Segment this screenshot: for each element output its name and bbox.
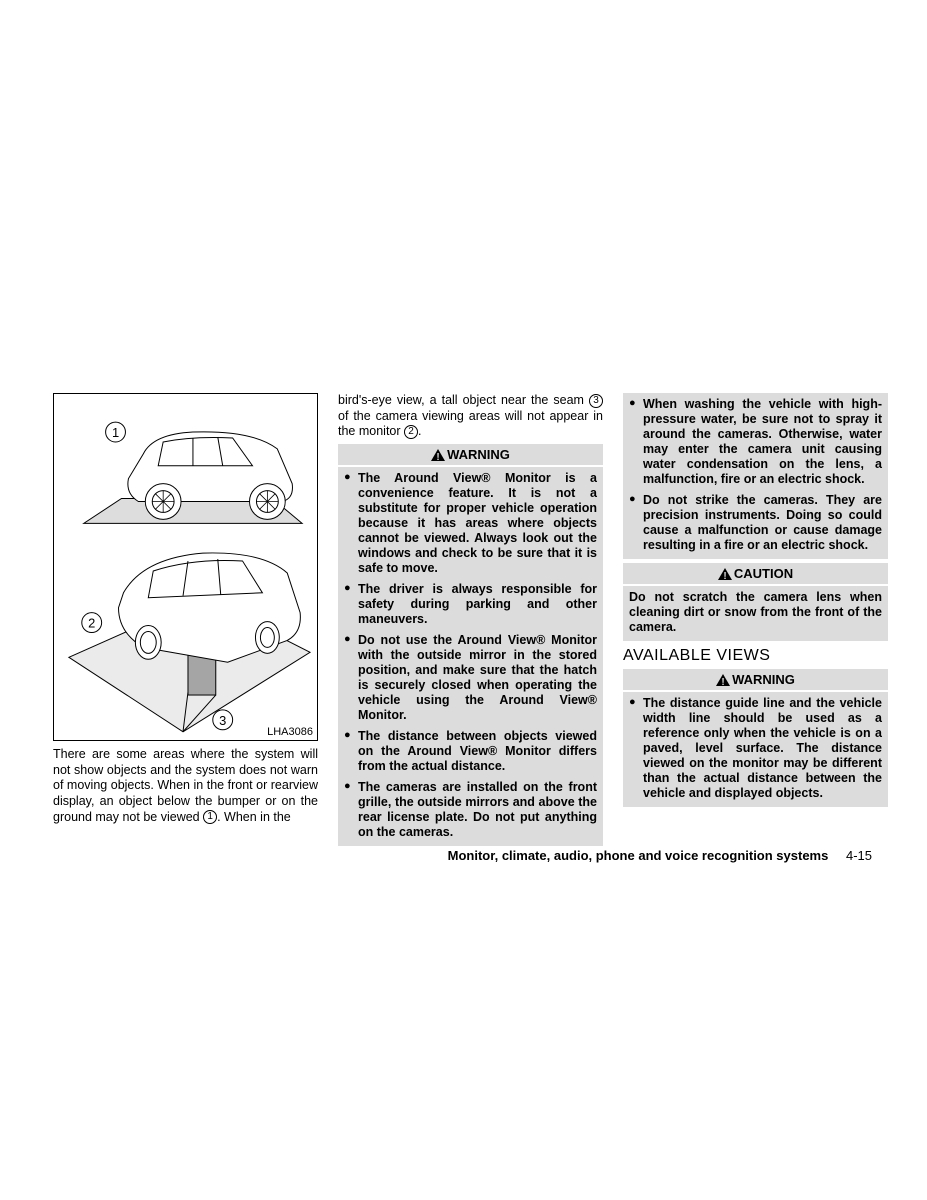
page-body: 1 — [53, 393, 901, 846]
warning-item: The distance guide line and the vehicle … — [629, 696, 882, 801]
caution-text: Do not scratch the camera lens when clea… — [623, 586, 888, 641]
warning-item: Do not strike the cameras. They are prec… — [629, 493, 882, 553]
caution-label: CAUTION — [734, 566, 793, 581]
warning-list-col3-bottom: The distance guide line and the vehicle … — [623, 692, 888, 807]
svg-text:3: 3 — [219, 713, 226, 728]
figure-label: LHA3086 — [267, 726, 313, 738]
footer-section-title: Monitor, climate, audio, phone and voice… — [448, 848, 829, 863]
warning-item: The distance between objects viewed on t… — [344, 729, 597, 774]
caution-header: ! CAUTION — [623, 563, 888, 586]
warning-triangle-icon: ! — [716, 674, 730, 686]
warning-label: WARNING — [447, 447, 510, 462]
footer-page-number: 4-15 — [846, 848, 872, 863]
warning-label: WARNING — [732, 672, 795, 687]
svg-text:!: ! — [436, 452, 439, 461]
circled-ref-2: 2 — [404, 425, 418, 439]
section-heading: AVAILABLE VIEWS — [623, 647, 888, 665]
warning-triangle-icon: ! — [431, 449, 445, 461]
column-2: bird's-eye view, a tall object near the … — [338, 393, 603, 846]
warning-triangle-icon: ! — [718, 568, 732, 580]
svg-text:2: 2 — [88, 616, 95, 631]
svg-text:!: ! — [721, 677, 724, 686]
col2-text-mid: of the camera viewing areas will not app… — [338, 409, 603, 439]
circled-ref-1: 1 — [203, 810, 217, 824]
svg-text:!: ! — [723, 571, 726, 580]
warning-item: The cameras are installed on the front g… — [344, 780, 597, 840]
col2-top-paragraph: bird's-eye view, a tall object near the … — [338, 393, 603, 440]
caution-box: ! CAUTION Do not scratch the camera lens … — [623, 563, 888, 641]
column-3: When washing the vehicle with high-press… — [623, 393, 888, 846]
warning-box-col3-top: When washing the vehicle with high-press… — [623, 393, 888, 559]
warning-item: Do not use the Around View® Monitor with… — [344, 633, 597, 723]
svg-text:1: 1 — [112, 425, 119, 440]
column-1: 1 — [53, 393, 318, 846]
col1-paragraph: There are some areas where the system wi… — [53, 747, 318, 825]
warning-item: The Around View® Monitor is a convenienc… — [344, 471, 597, 576]
warning-item: The driver is always responsible for saf… — [344, 582, 597, 627]
warning-box-col3-bottom: ! WARNING The distance guide line and the… — [623, 669, 888, 807]
car-diagram-svg: 1 — [54, 394, 317, 740]
warning-list-col2: The Around View® Monitor is a convenienc… — [338, 467, 603, 846]
warning-header: ! WARNING — [623, 669, 888, 692]
circled-ref-3: 3 — [589, 394, 603, 408]
col2-text-after: . — [418, 424, 421, 438]
page-footer: Monitor, climate, audio, phone and voice… — [0, 848, 927, 863]
warning-box-col2: ! WARNING The Around View® Monitor is a c… — [338, 444, 603, 846]
warning-item: When washing the vehicle with high-press… — [629, 397, 882, 487]
col1-text-after: . When in the — [217, 810, 291, 824]
warning-list-col3-top: When washing the vehicle with high-press… — [623, 393, 888, 559]
col2-text-before: bird's-eye view, a tall object near the … — [338, 393, 589, 407]
warning-header: ! WARNING — [338, 444, 603, 467]
vehicle-diagram-figure: 1 — [53, 393, 318, 741]
